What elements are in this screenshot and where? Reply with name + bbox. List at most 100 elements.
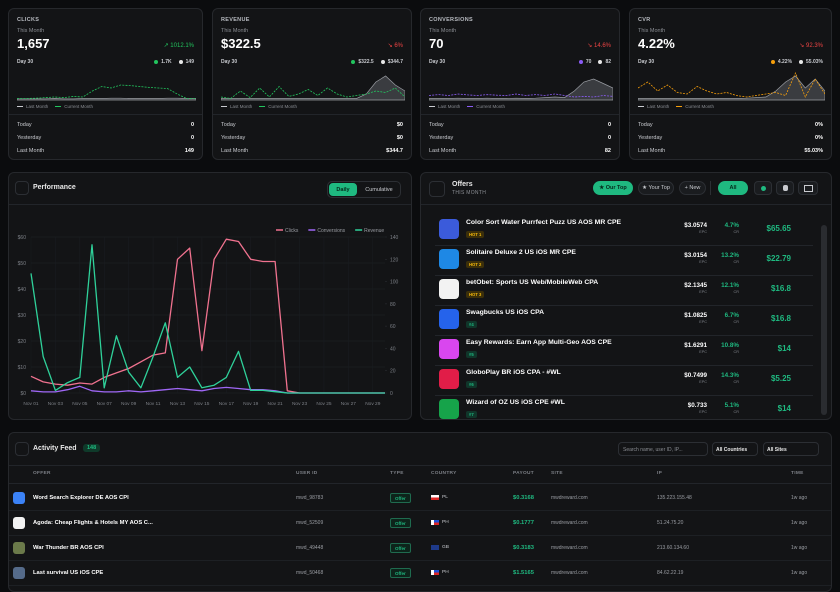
offer-tab[interactable]: ★ Our Top bbox=[593, 181, 633, 195]
toggle-daily[interactable]: Daily bbox=[329, 183, 357, 196]
country-select[interactable]: All Countries bbox=[712, 442, 758, 456]
x-tick-label: Nov 15 bbox=[194, 401, 210, 407]
row-label: Today bbox=[638, 122, 653, 128]
filter-desktop[interactable] bbox=[798, 181, 818, 195]
site-select[interactable]: All Sites bbox=[763, 442, 819, 456]
y2-tick-label: 100 bbox=[390, 280, 399, 286]
panel-title: Activity Feed bbox=[33, 445, 77, 452]
legend-dot bbox=[154, 60, 159, 64]
offer-badge: #6 bbox=[466, 381, 477, 388]
offer-total: $65.65 bbox=[766, 224, 791, 233]
offer-badge: HOT 1 bbox=[466, 231, 485, 238]
filter-ios[interactable] bbox=[776, 181, 794, 195]
y2-tick-label: 120 bbox=[390, 257, 399, 263]
offer-name: Agoda: Cheap Flights & Hotels MY AOS C..… bbox=[33, 520, 153, 526]
legend-text: Current Month bbox=[64, 104, 94, 109]
user-avatar bbox=[13, 517, 25, 529]
offer-name: Wizard of OZ US iOS CPE #WL bbox=[466, 399, 565, 406]
offer-tab[interactable]: + New bbox=[679, 181, 706, 195]
current-value: 70 bbox=[585, 59, 592, 65]
stat-card: CLICKS This Month 1,657 ↗ 1012.1% Day 30 1.7K… bbox=[8, 8, 203, 160]
legend-label: Revenue bbox=[364, 228, 384, 234]
row-label: Last Month bbox=[221, 148, 249, 154]
offer-total: $14 bbox=[777, 404, 791, 413]
country-code: PH bbox=[442, 570, 449, 575]
user-id: mwd_52509 bbox=[296, 520, 324, 526]
y2-tick-label: 60 bbox=[390, 324, 396, 330]
epc-label: EPC bbox=[699, 410, 707, 414]
offer-name: betObet: Sports US Web/MobileWeb CPA bbox=[466, 279, 599, 286]
legend-dot bbox=[598, 60, 603, 64]
cr-label: CR bbox=[733, 260, 739, 264]
row-label: Last Month bbox=[429, 148, 457, 154]
stat-card: CVR This Month 4.22% ↘ 92.3% Day 30 4.22% 55.0… bbox=[629, 8, 832, 160]
performance-panel: Performance Daily Cumulative $0 $10 $20 $30… bbox=[8, 172, 412, 420]
y-tick-label: $50 bbox=[18, 261, 27, 267]
panel-subtitle: THIS MONTH bbox=[452, 190, 487, 196]
scrollbar[interactable] bbox=[821, 225, 827, 415]
country-code: PH bbox=[442, 520, 449, 525]
legend-swatch bbox=[259, 106, 266, 107]
toggle-cumulative[interactable]: Cumulative bbox=[365, 186, 393, 193]
sparkline-legend: Last Month Current Month bbox=[221, 104, 297, 109]
offer-cr: 10.8% bbox=[721, 342, 739, 349]
offer-name: War Thunder BR AOS CPI bbox=[33, 545, 104, 551]
row-label: Last Month bbox=[638, 148, 666, 154]
card-label: REVENUE bbox=[221, 17, 250, 23]
x-tick-label: Nov 21 bbox=[268, 401, 284, 407]
last-month-area bbox=[429, 78, 613, 101]
icon bbox=[782, 185, 788, 191]
x-tick-label: Nov 07 bbox=[97, 401, 113, 407]
time: 1w ago bbox=[791, 545, 808, 551]
card-value: 4.22% bbox=[638, 36, 675, 51]
offer-cr: 13.2% bbox=[721, 252, 739, 259]
current-value: 4.22% bbox=[777, 59, 793, 65]
card-period: This Month bbox=[17, 28, 45, 34]
divider bbox=[421, 204, 831, 205]
card-label: CLICKS bbox=[17, 17, 40, 23]
country-code: PL bbox=[442, 495, 448, 500]
offer-icon bbox=[439, 249, 459, 269]
filter-all[interactable]: All bbox=[718, 181, 748, 195]
offer-cr: 5.1% bbox=[724, 402, 739, 409]
offer-icon bbox=[439, 339, 459, 359]
row-label: Yesterday bbox=[429, 135, 454, 141]
legend-text: Last Month bbox=[26, 104, 49, 109]
type-badge: Offer bbox=[390, 568, 411, 578]
row-value: 0 bbox=[190, 122, 194, 128]
sparkline-legend: Last Month Current Month bbox=[429, 104, 505, 109]
offer-icon bbox=[439, 369, 459, 389]
y2-tick-label: 140 bbox=[390, 235, 399, 241]
y2-tick-label: 0 bbox=[390, 391, 393, 397]
current-value: 1.7K bbox=[161, 59, 172, 65]
filter-android[interactable] bbox=[754, 181, 772, 195]
divider bbox=[9, 204, 411, 205]
offer-tab[interactable]: ★ Your Top bbox=[638, 181, 674, 195]
current-month-line bbox=[221, 85, 405, 99]
row-value: 0 bbox=[607, 122, 611, 128]
user-avatar bbox=[13, 567, 25, 579]
row-label: Yesterday bbox=[638, 135, 663, 141]
card-change: ↘ 92.3% bbox=[799, 43, 823, 49]
offer-total: $22.79 bbox=[766, 254, 791, 263]
search-input[interactable]: Search name, user ID, IP... bbox=[618, 442, 708, 456]
sparkline bbox=[429, 78, 613, 101]
legend-swatch bbox=[429, 106, 435, 107]
offer-cr: 4.7% bbox=[724, 222, 739, 229]
user-avatar bbox=[13, 542, 25, 554]
legend-dot bbox=[380, 60, 385, 64]
site: mwdreward.com bbox=[551, 545, 588, 551]
sparkline bbox=[638, 71, 825, 101]
x-tick-label: Nov 03 bbox=[48, 401, 64, 407]
country-flag bbox=[431, 570, 439, 575]
card-change: ↘ 14.6% bbox=[587, 43, 611, 49]
payout: $0.3168 bbox=[513, 494, 534, 501]
legend-text: Last Month bbox=[438, 104, 461, 109]
legend-label: Clicks bbox=[285, 228, 299, 234]
last-value: $344.7 bbox=[387, 59, 403, 65]
row-value: 0% bbox=[815, 135, 823, 141]
panel-title: Performance bbox=[33, 184, 76, 191]
stat-card: REVENUE This Month $322.5 ↘ 6% Day 30 $322.5 $… bbox=[212, 8, 412, 160]
series-line bbox=[30, 385, 385, 394]
